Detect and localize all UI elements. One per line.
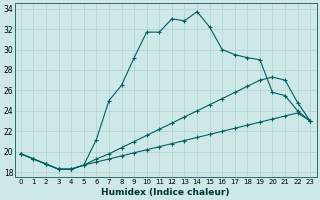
X-axis label: Humidex (Indice chaleur): Humidex (Indice chaleur) [101, 188, 230, 197]
